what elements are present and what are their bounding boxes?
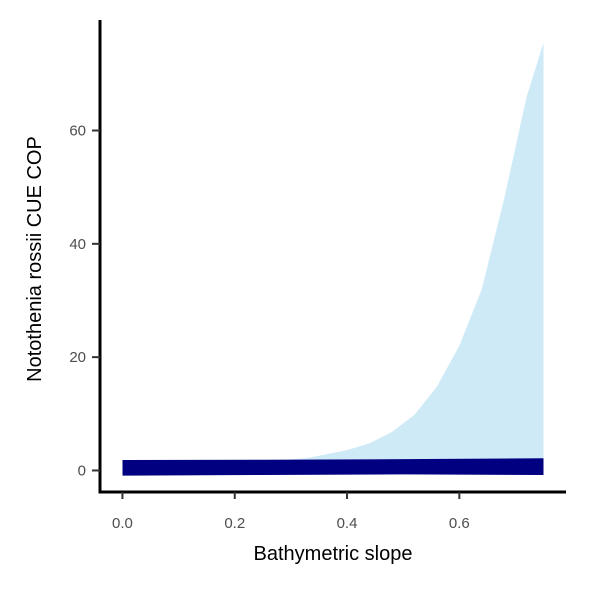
x-tick-label: 0.4 [337, 515, 358, 532]
upper-interval-area [122, 42, 544, 460]
y-axis-title: Notothenia rossii CUE COP [24, 136, 46, 382]
y-axis-ticks: 0 20 40 60 [69, 122, 100, 479]
y-tick-label: 40 [69, 236, 86, 253]
y-tick-label: 0 [78, 462, 86, 479]
fit-band [122, 458, 544, 476]
y-tick-label: 60 [69, 122, 86, 139]
y-tick-label: 20 [69, 349, 86, 366]
x-axis-title: Bathymetric slope [254, 543, 413, 565]
plot-area [122, 42, 544, 476]
x-tick-label: 0.0 [112, 515, 133, 532]
x-tick-label: 0.2 [224, 515, 245, 532]
x-tick-label: 0.6 [449, 515, 470, 532]
x-axis-ticks: 0.0 0.2 0.4 0.6 [112, 492, 470, 532]
